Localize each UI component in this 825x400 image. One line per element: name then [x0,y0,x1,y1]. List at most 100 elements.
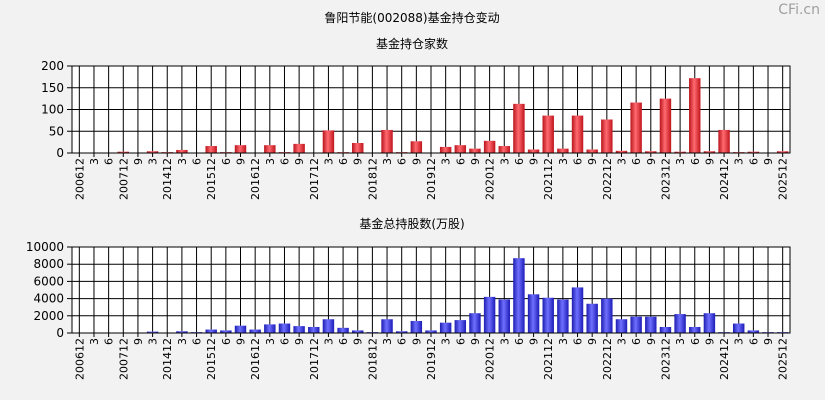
x-tick-label: 3 [322,338,335,345]
x-tick-label: 6 [220,338,233,345]
x-tick-label: 202312 [659,338,672,380]
x-tick-label: 6 [337,158,350,165]
bar [645,316,657,333]
x-tick-label: 200612 [73,158,86,200]
x-tick-label: 202212 [601,338,614,380]
bar [630,102,642,153]
x-tick-label: 6 [191,158,204,165]
y-tick-label: 0 [56,326,64,340]
x-tick-label: 9 [703,158,716,165]
bar [747,151,760,153]
x-tick-label: 202012 [484,158,497,200]
bar [718,129,730,153]
x-tick-label: 9 [586,338,599,345]
x-tick-label: 201912 [425,338,438,380]
x-tick-label: 9 [293,338,306,345]
x-tick-label: 6 [747,158,760,165]
x-tick-label: 3 [615,158,628,165]
x-tick-label: 9 [132,338,145,345]
x-tick-label: 9 [762,338,775,345]
x-tick-label: 201812 [366,338,379,380]
x-tick-label: 3 [88,158,101,165]
x-tick-label: 3 [440,338,453,345]
bar [249,329,261,333]
bar [659,326,672,333]
bar [395,331,408,333]
x-tick-label: 6 [191,338,204,345]
y-tick-label: 50 [49,124,64,138]
x-tick-label: 3 [733,338,746,345]
bar [732,323,745,333]
bar [689,78,701,153]
bar [703,151,716,153]
x-tick-label: 202512 [777,158,790,200]
x-tick-label: 6 [572,338,585,345]
x-tick-label: 201512 [205,338,218,380]
x-tick-label: 3 [88,338,101,345]
bar [454,145,467,153]
x-tick-label: 200712 [117,158,130,200]
bar [703,313,716,333]
x-tick-label: 6 [396,338,409,345]
x-tick-label: 3 [557,158,570,165]
bar [645,151,657,153]
x-tick-label: 201412 [161,338,174,380]
x-tick-label: 9 [645,338,658,345]
x-tick-label: 3 [733,158,746,165]
x-tick-label: 6 [513,338,526,345]
x-tick-label: 201612 [249,338,262,380]
x-tick-label: 9 [528,158,541,165]
bar [615,319,628,333]
bar [425,330,437,333]
x-tick-label: 202212 [601,158,614,200]
x-tick-label: 200712 [117,338,130,380]
x-tick-label: 9 [410,158,423,165]
bar [322,319,335,333]
x-tick-label: 9 [762,158,775,165]
x-tick-label: 9 [235,338,248,345]
x-tick-label: 6 [454,338,467,345]
bar [176,149,188,153]
x-tick-label: 201512 [205,158,218,200]
bar [571,287,584,333]
x-tick-label: 6 [630,158,643,165]
y-tick-label: 6000 [33,274,64,288]
watermark: CFi.cn [778,2,820,18]
bar [293,143,305,153]
y-tick-label: 2000 [33,309,64,323]
x-tick-label: 6 [103,338,116,345]
y-tick-label: 0 [56,146,64,160]
x-tick-label: 3 [147,158,160,165]
x-tick-label: 9 [469,158,482,165]
bar [454,320,467,333]
x-tick-label: 6 [454,158,467,165]
chart-main-title: 鲁阳节能(002088)基金持仓变动 [324,10,499,25]
bar [776,151,789,153]
bar [527,294,540,333]
bar [293,326,305,333]
x-tick-label: 202012 [484,338,497,380]
y-tick-label: 4000 [33,292,64,306]
bar [278,323,291,333]
x-tick-label: 200612 [73,338,86,380]
bar [469,148,481,153]
bar [352,330,364,333]
x-tick-label: 3 [381,338,394,345]
bar [542,297,554,333]
x-tick-label: 202412 [718,158,731,200]
x-tick-label: 9 [528,338,541,345]
x-tick-label: 6 [220,158,233,165]
x-tick-label: 3 [498,338,511,345]
x-tick-label: 9 [703,338,716,345]
y-tick-label: 200 [41,59,64,73]
x-tick-label: 202112 [542,158,555,200]
x-tick-label: 201412 [161,158,174,200]
bar [469,313,481,333]
bar [674,314,686,333]
x-tick-label: 9 [410,338,423,345]
bar [308,326,320,333]
x-tick-label: 201612 [249,158,262,200]
